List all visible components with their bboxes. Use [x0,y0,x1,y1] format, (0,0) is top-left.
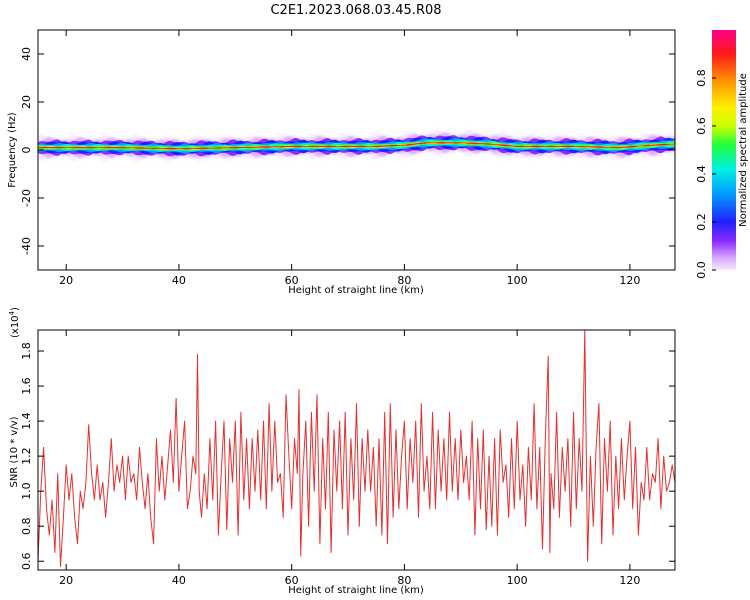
y-tick-label: 1.8 [20,342,33,360]
colorbar-ticks: 0.0 0.2 0.4 0.6 0.8 [695,69,716,279]
x-tick-label: 120 [619,274,640,287]
colorbar-tick-label: 0.0 [695,261,708,279]
y-tick-label: 1.2 [20,447,33,465]
snr-y-scale-exponent: 4 [8,310,16,315]
colorbar-tick-label: 0.4 [695,165,708,183]
spectrogram-panel: 20 40 60 80 100 120 -40 -20 0 20 40 Height of stra… [7,29,676,296]
spectrogram-plot-area [38,129,675,162]
colorbar-tick-label: 0.2 [695,213,708,231]
y-tick-label: 20 [20,95,33,109]
x-tick-label: 20 [59,574,73,587]
snr-frame [37,329,676,571]
y-tick-label: -40 [20,237,33,255]
y-tick-label: 0.8 [20,517,33,535]
snr-panel: 20 40 60 80 100 120 0.6 0.8 1.0 1.2 1.4 1.6 1.8 Heig… [8,307,676,596]
x-tick-label: 80 [397,274,411,287]
x-tick-label: 60 [285,574,299,587]
snr-plot-area [38,330,675,567]
snr-y-scale-label: (x104) [8,307,21,338]
x-tick-label: 40 [172,274,186,287]
spectrogram-ticks: 20 40 60 80 100 120 -40 -20 0 20 40 [20,30,675,287]
y-tick-label: 1.0 [20,482,33,500]
snr-series-line [38,330,675,567]
x-tick-label: 100 [507,574,528,587]
x-tick-label: 120 [619,574,640,587]
y-tick-label: -20 [20,189,33,207]
x-tick-label: 40 [172,574,186,587]
figure-title: C2E1.2023.068.03.45.R08 [270,3,441,18]
snr-ticks: 20 40 60 80 100 120 0.6 0.8 1.0 1.2 1.4 1.6 1.8 [20,330,675,587]
colorbar-label: Normalized spectral amplitude [738,73,749,227]
colorbar: 0.0 0.2 0.4 0.6 0.8 Normalized spectral ampl… [695,30,749,279]
y-tick-label: 40 [20,47,33,61]
snr-y-scale-prefix: (x10 [10,315,21,338]
colorbar-tick-label: 0.6 [695,117,708,135]
colorbar-tick-label: 0.8 [695,69,708,87]
y-tick-label: 1.6 [20,377,33,395]
x-tick-label: 100 [507,274,528,287]
y-tick-label: 0.6 [20,552,33,570]
colorbar-gradient [712,30,736,270]
band-layer [38,142,675,150]
x-tick-label: 80 [397,574,411,587]
snr-y-label: SNR (10 * v/v) [9,416,20,487]
snr-y-scale-suffix: ) [10,307,21,311]
spectrogram-y-label: Frequency (Hz) [7,112,18,188]
y-tick-label: 1.4 [20,412,33,430]
snr-x-label: Height of straight line (km) [288,585,424,596]
x-tick-label: 20 [59,274,73,287]
y-tick-label: 0 [20,147,33,154]
spectrogram-x-label: Height of straight line (km) [288,285,424,296]
x-tick-label: 60 [285,274,299,287]
